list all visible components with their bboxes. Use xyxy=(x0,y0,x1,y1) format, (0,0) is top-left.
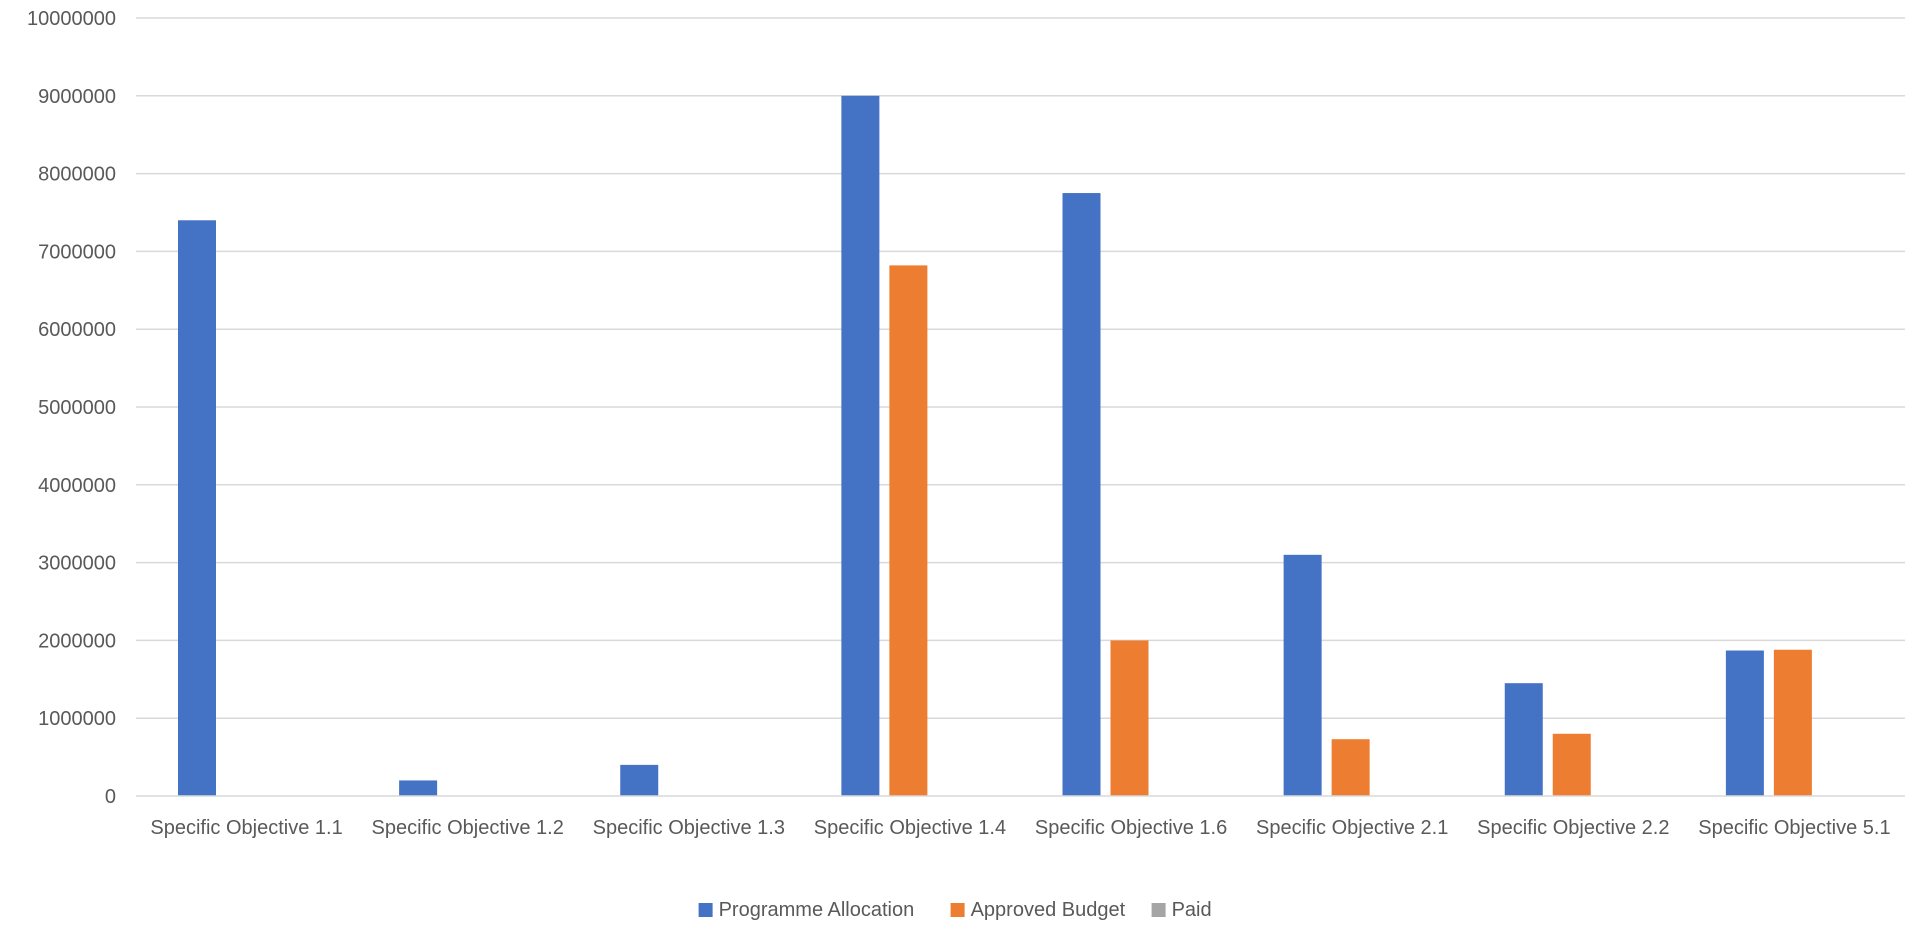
bar-programme-allocation xyxy=(1283,554,1322,796)
legend-label: Approved Budget xyxy=(971,899,1126,921)
legend-item: Approved Budget xyxy=(950,899,1126,921)
legend-item: Programme Allocation xyxy=(698,899,915,921)
legend-swatch xyxy=(950,903,965,917)
y-tick-label: 7000000 xyxy=(38,241,116,263)
y-axis-tick-labels: 0 1000000 2000000 3000000 4000000 5000000 6000… xyxy=(27,8,116,808)
bar-approved-budget xyxy=(1773,649,1812,796)
x-category-label: Specific Objective 2.2 xyxy=(1477,817,1669,839)
bar-programme-allocation xyxy=(399,780,438,796)
x-category-label: Specific Objective 1.1 xyxy=(150,817,342,839)
x-category-label: Specific Objective 1.2 xyxy=(372,817,564,839)
y-tick-label: 9000000 xyxy=(38,86,116,108)
bars xyxy=(178,95,1812,797)
gridlines xyxy=(136,17,1905,719)
x-category-label: Specific Objective 2.1 xyxy=(1256,817,1448,839)
y-tick-label: 4000000 xyxy=(38,475,116,497)
y-tick-label: 0 xyxy=(105,786,116,808)
x-category-label: Specific Objective 1.6 xyxy=(1035,817,1227,839)
legend-swatch xyxy=(1151,903,1166,917)
y-tick-label: 6000000 xyxy=(38,319,116,341)
bar-approved-budget xyxy=(1552,733,1591,796)
y-tick-label: 5000000 xyxy=(38,397,116,419)
y-tick-label: 1000000 xyxy=(38,708,116,730)
x-axis-category-labels: Specific Objective 1.1 Specific Objective… xyxy=(150,817,1890,839)
y-tick-label: 3000000 xyxy=(38,553,116,575)
y-tick-label: 2000000 xyxy=(38,630,116,652)
legend: Programme Allocation Approved Budget Paid xyxy=(698,899,1212,921)
bar-programme-allocation xyxy=(841,95,880,797)
bar-approved-budget xyxy=(1110,640,1149,796)
bar-programme-allocation xyxy=(178,220,216,796)
bar-programme-allocation xyxy=(1725,650,1764,796)
x-category-label: Specific Objective 1.3 xyxy=(593,817,785,839)
legend-label: Programme Allocation xyxy=(719,899,915,921)
bar-approved-budget xyxy=(889,265,928,796)
bar-approved-budget xyxy=(1331,739,1370,796)
y-tick-label: 8000000 xyxy=(38,164,116,186)
bar-programme-allocation xyxy=(620,764,659,796)
bar-programme-allocation xyxy=(1504,683,1543,796)
legend-item: Paid xyxy=(1151,899,1212,921)
legend-label: Paid xyxy=(1172,899,1212,921)
legend-swatch xyxy=(698,903,713,917)
x-category-label: Specific Objective 1.4 xyxy=(814,817,1006,839)
bar-programme-allocation xyxy=(1062,193,1101,797)
y-tick-label: 10000000 xyxy=(27,8,116,30)
x-category-label: Specific Objective 5.1 xyxy=(1698,817,1890,839)
